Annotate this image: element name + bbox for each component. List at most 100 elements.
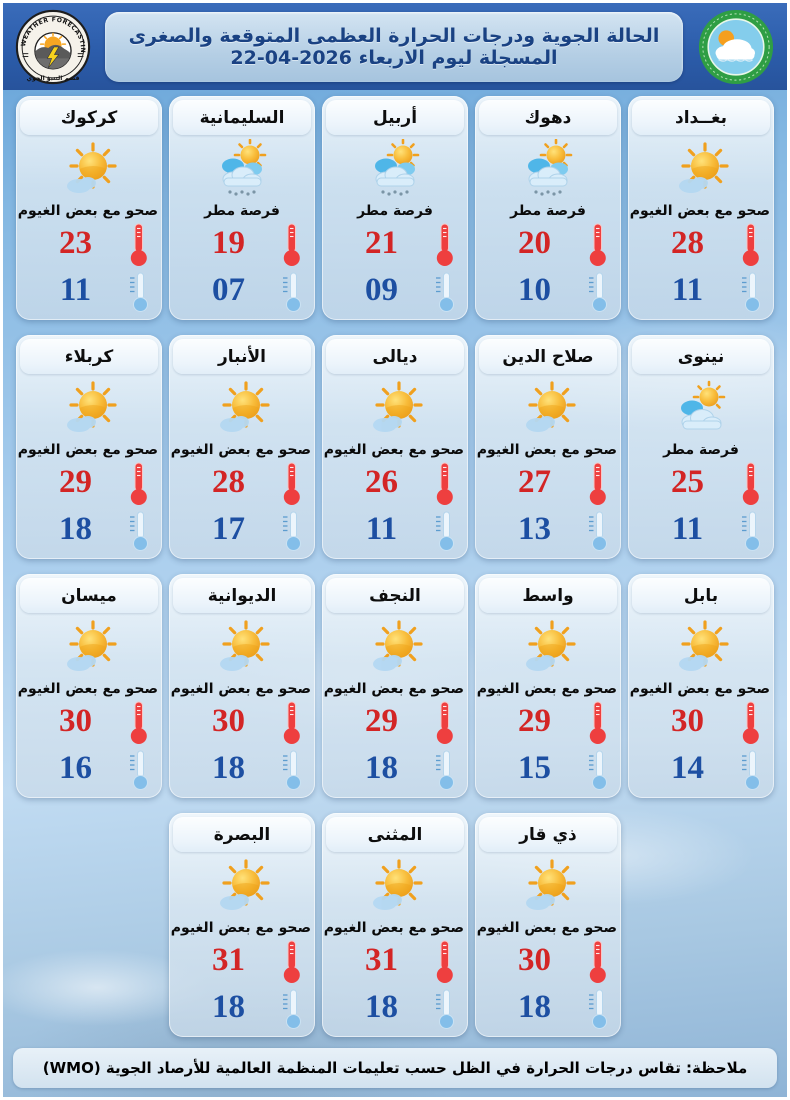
weather-card: بغــداد صحو مع بعض الغيوم 28 xyxy=(628,96,774,320)
condition-label: فرصة مطر xyxy=(357,203,433,219)
max-thermometer-icon xyxy=(436,701,453,744)
city-name: واسط xyxy=(479,578,617,613)
city-name: السليمانية xyxy=(173,100,311,135)
city-name: الديوانية xyxy=(173,578,311,613)
min-temp-row: 07 xyxy=(173,267,311,314)
weather-card: نينوى فرصة مطر 25 xyxy=(628,335,774,559)
min-temp-row: 10 xyxy=(479,267,617,314)
min-thermometer-icon xyxy=(589,511,607,551)
min-thermometer-icon xyxy=(283,750,301,790)
city-name: بابل xyxy=(632,578,770,613)
max-temp-value: 23 xyxy=(59,225,92,262)
city-name: نينوى xyxy=(632,339,770,374)
min-temp-value: 13 xyxy=(518,511,551,548)
max-thermometer-icon xyxy=(742,462,759,505)
min-temp-row: 18 xyxy=(479,984,617,1031)
city-name: الأنبار xyxy=(173,339,311,374)
weather-card: أربيل فرصة مطر 21 xyxy=(322,96,468,320)
max-temp-row: 20 xyxy=(479,220,617,267)
max-temp-row: 30 xyxy=(20,698,158,745)
max-thermometer-icon xyxy=(436,462,453,505)
sun-small-cloud-icon xyxy=(326,855,464,919)
min-thermometer-icon xyxy=(436,511,454,551)
min-temp-row: 17 xyxy=(173,506,311,553)
min-temp-value: 09 xyxy=(365,272,398,309)
max-thermometer-icon xyxy=(589,701,606,744)
weather-card: دهوك فرصة مطر 20 xyxy=(475,96,621,320)
sun-small-cloud-icon xyxy=(20,616,158,680)
city-name: بغــداد xyxy=(632,100,770,135)
min-thermometer-icon xyxy=(283,272,301,312)
condition-label: صحو مع بعض الغيوم xyxy=(17,681,158,697)
min-thermometer-icon xyxy=(130,511,148,551)
max-thermometer-icon xyxy=(589,462,606,505)
max-thermometer-icon xyxy=(742,701,759,744)
min-temp-row: 18 xyxy=(173,984,311,1031)
city-name: كركوك xyxy=(20,100,158,135)
max-temp-row: 25 xyxy=(632,459,770,506)
condition-label: صحو مع بعض الغيوم xyxy=(17,203,158,219)
min-temp-value: 11 xyxy=(671,511,704,548)
min-temp-value: 18 xyxy=(365,750,398,787)
max-temp-value: 30 xyxy=(212,703,245,740)
min-temp-row: 18 xyxy=(326,984,464,1031)
condition-label: صحو مع بعض الغيوم xyxy=(629,681,770,697)
max-thermometer-icon xyxy=(436,223,453,266)
sun-rain-cloud-icon xyxy=(479,138,617,202)
dept-logo-bottom-text: قسم التنبؤ الجوي xyxy=(27,74,80,81)
condition-label: صحو مع بعض الغيوم xyxy=(323,681,464,697)
min-temp-row: 13 xyxy=(479,506,617,553)
max-temp-value: 28 xyxy=(212,464,245,501)
condition-label: صحو مع بعض الغيوم xyxy=(170,442,311,458)
max-temp-row: 19 xyxy=(173,220,311,267)
max-temp-value: 19 xyxy=(212,225,245,262)
min-thermometer-icon xyxy=(742,750,760,790)
sun-small-cloud-icon xyxy=(479,616,617,680)
max-temp-row: 31 xyxy=(326,937,464,984)
min-temp-row: 18 xyxy=(20,506,158,553)
condition-label: صحو مع بعض الغيوم xyxy=(170,681,311,697)
min-temp-row: 11 xyxy=(632,506,770,553)
max-temp-row: 29 xyxy=(326,698,464,745)
card-row: بغــداد صحو مع بعض الغيوم 28 xyxy=(13,96,777,320)
city-name: أربيل xyxy=(326,100,464,135)
max-temp-value: 25 xyxy=(671,464,704,501)
max-thermometer-icon xyxy=(589,223,606,266)
sun-small-cloud-icon xyxy=(632,616,770,680)
min-temp-value: 16 xyxy=(59,750,92,787)
max-thermometer-icon xyxy=(742,223,759,266)
sun-small-cloud-icon xyxy=(632,138,770,202)
max-temp-row: 28 xyxy=(173,459,311,506)
report-title: الحالة الجوية ودرجات الحرارة العظمى المت… xyxy=(105,11,683,82)
condition-label: فرصة مطر xyxy=(510,203,586,219)
min-temp-row: 11 xyxy=(326,506,464,553)
min-thermometer-icon xyxy=(589,989,607,1029)
sun-small-cloud-icon xyxy=(479,377,617,441)
weather-card: ذي قار صحو مع بعض الغيوم 30 xyxy=(475,813,621,1037)
max-thermometer-icon xyxy=(130,701,147,744)
footer-note: ملاحظة: تقاس درجات الحرارة في الظل حسب ت… xyxy=(13,1048,777,1088)
max-thermometer-icon xyxy=(283,462,300,505)
max-thermometer-icon xyxy=(589,940,606,983)
min-temp-row: 11 xyxy=(20,267,158,314)
sun-behind-clouds-icon xyxy=(632,377,770,441)
city-name: النجف xyxy=(326,578,464,613)
max-temp-value: 20 xyxy=(518,225,551,262)
max-temp-row: 29 xyxy=(479,698,617,745)
weather-card: كركوك صحو مع بعض الغيوم 23 xyxy=(16,96,162,320)
max-temp-value: 26 xyxy=(365,464,398,501)
city-name: ديالى xyxy=(326,339,464,374)
weather-card: ميسان صحو مع بعض الغيوم 30 xyxy=(16,574,162,798)
min-thermometer-icon xyxy=(130,750,148,790)
max-temp-row: 29 xyxy=(20,459,158,506)
card-row: نينوى فرصة مطر 25 xyxy=(13,335,777,559)
min-thermometer-icon xyxy=(436,989,454,1029)
max-temp-row: 30 xyxy=(173,698,311,745)
condition-label: صحو مع بعض الغيوم xyxy=(323,920,464,936)
sun-rain-cloud-icon xyxy=(173,138,311,202)
min-temp-value: 15 xyxy=(518,750,551,787)
max-thermometer-icon xyxy=(130,462,147,505)
max-temp-value: 31 xyxy=(212,942,245,979)
min-temp-row: 11 xyxy=(632,267,770,314)
